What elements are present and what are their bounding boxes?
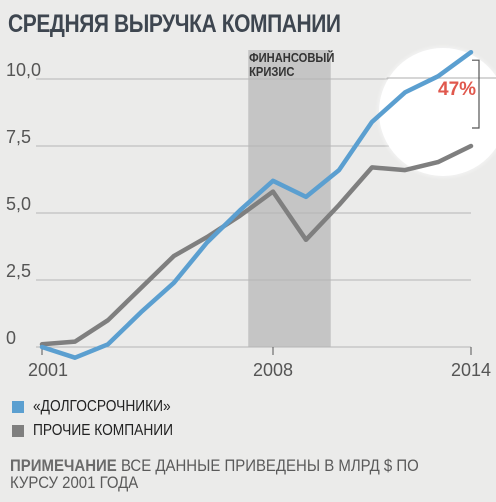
crisis-label-line: КРИЗИС xyxy=(249,64,295,79)
crisis-label-line: ФИНАНСОВЫЙ xyxy=(249,49,334,65)
series-line-long-term xyxy=(39,49,474,360)
magnifier-circle xyxy=(379,48,496,176)
legend-label-others: ПРОЧИЕ КОМПАНИИ xyxy=(33,422,174,439)
y-tick-label: 0 xyxy=(6,328,16,348)
callout-bracket xyxy=(472,59,480,129)
footnote-label: ПРИМЕЧАНИЕ xyxy=(10,456,117,475)
x-tick-label: 2001 xyxy=(28,360,68,380)
legend-swatch-others xyxy=(12,425,24,437)
footnote-text: ВСЕ ДАННЫЕ ПРИВЕДЕНЫ В МЛРД $ ПО КУРСУ 2… xyxy=(10,456,419,492)
y-tick-label: 7,5 xyxy=(6,127,31,147)
series-line-others xyxy=(39,143,474,347)
footnote: ПРИМЕЧАНИЕ ВСЕ ДАННЫЕ ПРИВЕДЕНЫ В МЛРД $… xyxy=(10,457,468,491)
y-tick-label: 2,5 xyxy=(6,261,31,281)
legend-item-long-term: «ДОЛГОСРОЧНИКИ» xyxy=(12,398,193,416)
legend-label-long-term: «ДОЛГОСРОЧНИКИ» xyxy=(33,398,171,415)
x-tick-label: 2008 xyxy=(253,360,293,380)
y-tick-label: 10,0 xyxy=(6,60,41,80)
y-tick-label: 5,0 xyxy=(6,194,31,214)
callout-label: 47% xyxy=(438,79,476,100)
chart-title: СРЕДНЯЯ ВЫРУЧКА КОМПАНИИ xyxy=(8,10,341,38)
legend-swatch-long-term xyxy=(12,401,24,413)
x-tick-label: 2014 xyxy=(451,360,491,380)
legend-item-others: ПРОЧИЕ КОМПАНИИ xyxy=(12,422,196,440)
